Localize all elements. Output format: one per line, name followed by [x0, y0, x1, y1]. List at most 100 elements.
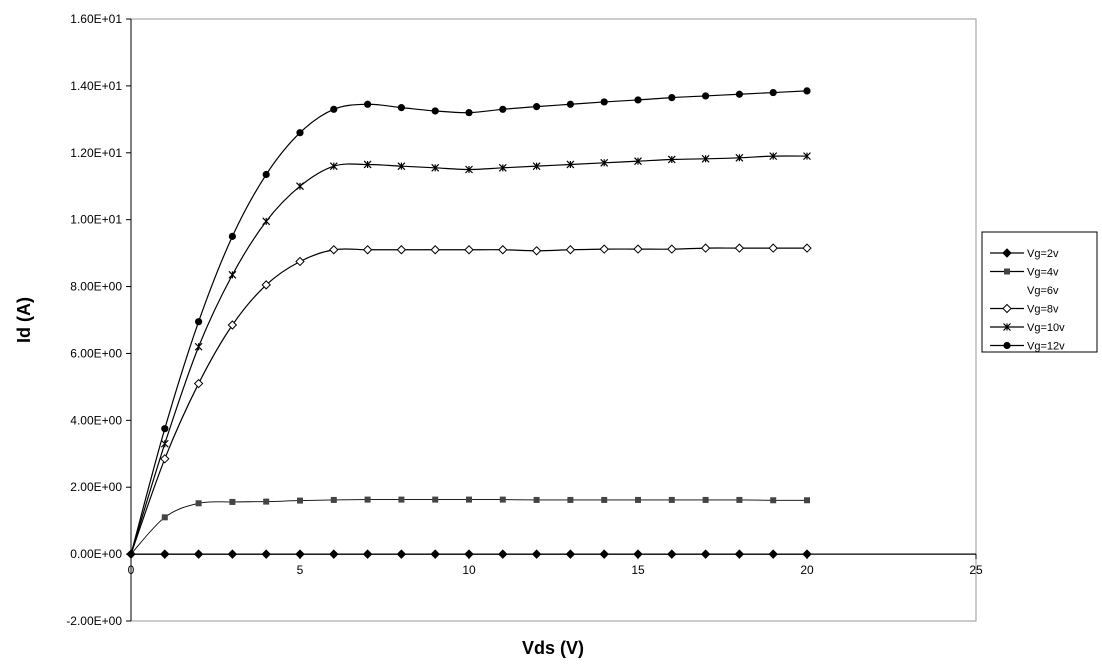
data-point [701, 154, 710, 163]
data-point [565, 549, 576, 559]
data-point [667, 549, 677, 559]
data-point [297, 497, 303, 504]
data-point [702, 496, 709, 503]
y-tick-label: 1.20E+01 [70, 146, 122, 160]
data-point [634, 157, 642, 166]
data-point [295, 256, 305, 267]
data-point [700, 549, 711, 559]
data-point [735, 90, 744, 98]
legend-box [981, 231, 1098, 353]
series-vg-4v [130, 496, 810, 555]
legend-marker [1002, 248, 1012, 258]
data-point [160, 454, 170, 464]
x-tick-label: 0 [128, 563, 135, 577]
plot-area [130, 18, 977, 622]
y-tick-label: 8.00E+00 [70, 280, 122, 294]
data-point [700, 243, 711, 253]
data-point [262, 217, 271, 226]
data-point [599, 549, 609, 559]
data-point [228, 270, 237, 279]
data-point [193, 549, 204, 559]
data-point [161, 514, 168, 521]
data-point [296, 182, 304, 191]
data-point [736, 496, 743, 503]
y-tick-label: 2.00E+00 [70, 480, 122, 494]
data-point [396, 245, 407, 255]
data-point [634, 96, 642, 104]
legend-label: Vg=10v [1027, 322, 1065, 334]
y-tick-label: 6.00E+00 [70, 346, 122, 360]
data-point [160, 439, 169, 448]
data-point [498, 163, 507, 172]
data-point [531, 549, 542, 559]
data-point [362, 549, 373, 559]
data-point [227, 320, 238, 330]
data-point [296, 129, 304, 137]
y-axis-title: Id (A) [14, 297, 34, 343]
data-point [600, 158, 609, 167]
data-point [329, 549, 339, 559]
data-point [635, 496, 641, 503]
data-point [802, 243, 812, 253]
legend-marker [1004, 268, 1010, 275]
data-point [532, 162, 541, 171]
x-axis-title: Vds (V) [522, 638, 584, 658]
data-point [329, 162, 338, 171]
data-point [770, 497, 777, 504]
data-point [735, 153, 744, 162]
data-point [430, 245, 440, 255]
data-point [195, 500, 202, 507]
data-point [702, 92, 710, 100]
y-tick-label: -2.00E+00 [66, 614, 122, 628]
data-point [769, 88, 777, 97]
data-point [465, 109, 473, 117]
data-point [734, 549, 745, 559]
data-point [804, 497, 810, 504]
data-point [565, 245, 576, 255]
legend-label: Vg=2v [1027, 248, 1059, 260]
data-point [329, 245, 339, 255]
data-point [464, 245, 474, 255]
data-point [363, 160, 372, 169]
legend-label: Vg=8v [1027, 304, 1059, 316]
x-tick-label: 10 [462, 563, 476, 577]
data-point [633, 244, 643, 254]
y-tick-label: 4.00E+00 [70, 413, 122, 427]
data-point [160, 549, 170, 559]
data-point [432, 496, 439, 503]
x-tick-label: 20 [800, 563, 814, 577]
data-point [229, 498, 236, 505]
legend-entry: Vg=4v [990, 267, 1059, 279]
data-point [261, 280, 271, 290]
series-line [130, 155, 808, 555]
data-point [398, 496, 405, 503]
legend-label: Vg=6v [1027, 285, 1059, 297]
data-point [330, 105, 338, 113]
data-point [531, 246, 542, 256]
data-point [195, 318, 203, 326]
y-tick-label: 0.00E+00 [70, 547, 122, 561]
data-point [430, 549, 440, 559]
data-point [803, 152, 811, 161]
y-tick-label: 1.00E+01 [70, 213, 122, 227]
data-point [263, 498, 270, 505]
data-point [567, 496, 574, 503]
data-point [330, 496, 337, 503]
data-point [396, 549, 407, 559]
data-point [566, 160, 575, 169]
data-point [499, 496, 506, 503]
series-vg-12v [130, 87, 811, 555]
data-point [499, 105, 507, 113]
x-tick-label: 15 [631, 563, 645, 577]
legend-marker [1003, 341, 1011, 350]
data-point [566, 100, 575, 108]
data-point [364, 496, 371, 503]
data-point [734, 243, 745, 253]
series-vg-8v [130, 243, 812, 555]
legend: Vg=2v Vg=4v Vg=6v Vg=8v Vg=10v Vg=12v [981, 231, 1098, 353]
data-point [600, 98, 608, 106]
series-layer [126, 87, 812, 559]
data-point [533, 103, 541, 111]
data-point [194, 342, 203, 351]
